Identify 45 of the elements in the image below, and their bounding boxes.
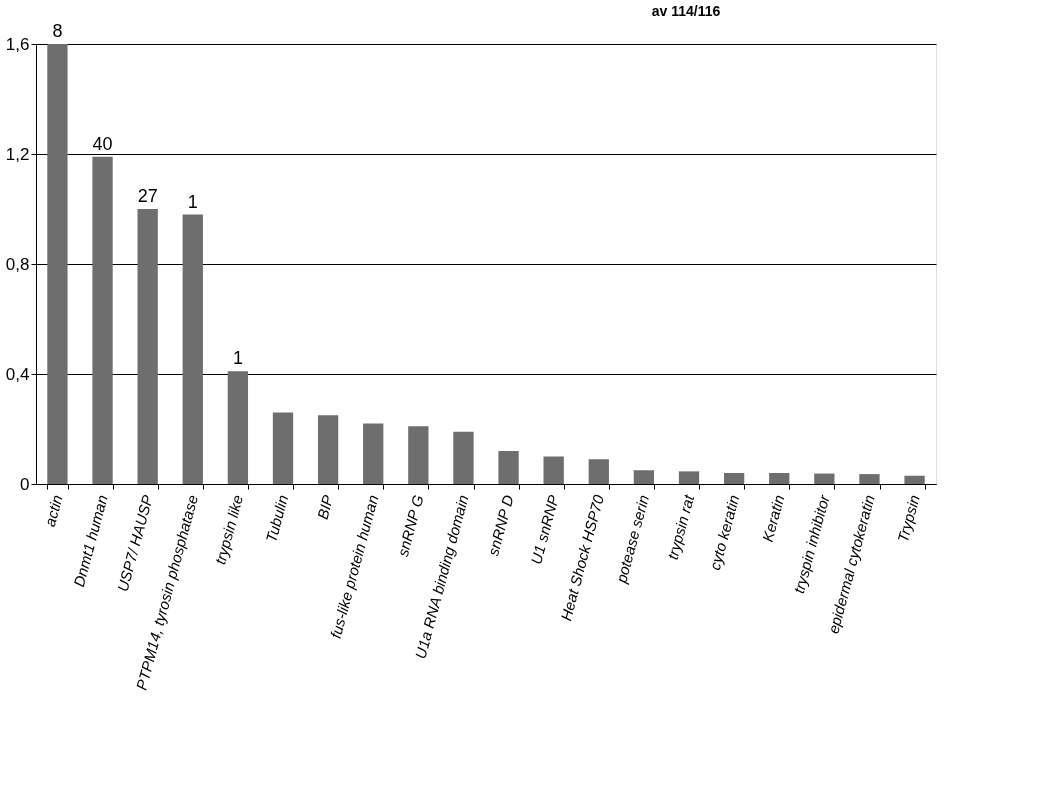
- bar: [678, 471, 700, 484]
- y-tick-label: 0: [20, 474, 30, 494]
- y-tick-label: 1,6: [5, 34, 30, 54]
- bar: [814, 473, 835, 484]
- x-tick-label: Trypsin: [893, 493, 923, 544]
- bar: [227, 371, 249, 484]
- y-tick-label: 0,8: [5, 254, 30, 274]
- annotation: 40: [92, 133, 113, 154]
- bar: [769, 473, 790, 484]
- y-tick-label: 1,2: [5, 144, 30, 164]
- bar: [723, 473, 745, 484]
- bar: [588, 459, 609, 484]
- x-tick-label: USP7/ HAUSP: [113, 493, 156, 594]
- annotation: 27: [137, 186, 158, 206]
- bar: [453, 431, 474, 484]
- bar: [633, 470, 655, 484]
- y-tick-label: 0,4: [5, 364, 30, 384]
- annotation: 1: [232, 348, 243, 369]
- x-tick-label: Dnmt1 human: [69, 493, 111, 589]
- bar: [408, 426, 429, 484]
- bar: [904, 475, 925, 484]
- x-tick-label: snRNP G: [393, 492, 427, 559]
- bar: [92, 156, 113, 484]
- x-tick-label: BIP: [313, 493, 337, 521]
- x-tick-label: tryspin inhibitor: [790, 492, 833, 596]
- x-tick-label: potease serin: [612, 493, 653, 586]
- bar: [543, 456, 564, 484]
- bar: [498, 451, 519, 484]
- x-tick-label: cyto keratin: [706, 493, 743, 572]
- x-tick-label: Tubulin: [262, 493, 292, 545]
- bar: [137, 209, 158, 484]
- bar: [272, 412, 294, 484]
- bar: [317, 415, 339, 484]
- x-tick-label: Keratin: [758, 493, 788, 544]
- bar: [182, 214, 203, 484]
- bar: [859, 474, 880, 484]
- chart-title: av 114/116: [651, 3, 721, 19]
- x-tick-label: snRNP D: [484, 493, 517, 558]
- x-tick-label: actin: [41, 493, 66, 529]
- annotation: 8: [52, 21, 63, 41]
- x-tick-label: trypsin like: [211, 493, 247, 567]
- bar: [363, 423, 384, 484]
- annotation: 1: [187, 191, 198, 212]
- bar: [47, 44, 68, 484]
- x-tick-label: trypsin rat: [663, 492, 698, 562]
